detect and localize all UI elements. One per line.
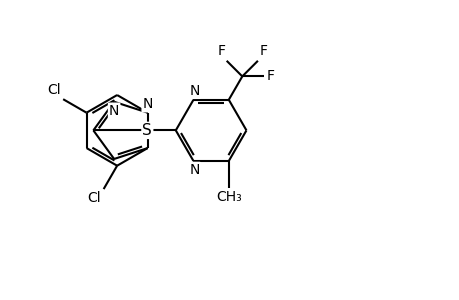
Text: Cl: Cl bbox=[47, 83, 61, 97]
Text: N: N bbox=[189, 84, 199, 98]
Text: F: F bbox=[217, 44, 225, 58]
Text: F: F bbox=[259, 44, 267, 58]
Text: F: F bbox=[266, 69, 274, 83]
Text: N: N bbox=[189, 163, 199, 177]
Text: CH₃: CH₃ bbox=[215, 190, 241, 204]
Text: Cl: Cl bbox=[87, 191, 101, 205]
Text: N: N bbox=[142, 98, 152, 111]
Text: S: S bbox=[142, 123, 152, 138]
Text: N: N bbox=[109, 103, 119, 118]
